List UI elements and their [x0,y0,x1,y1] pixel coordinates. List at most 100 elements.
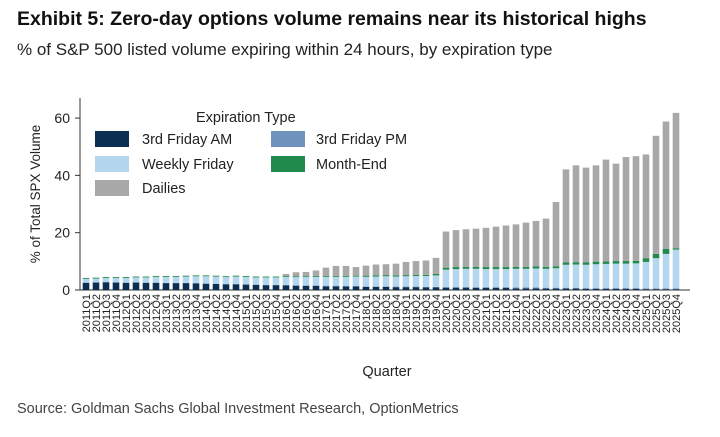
y-tick-label: 40 [54,167,70,183]
bar-third-friday-am [582,288,590,290]
bar-dailies [502,225,510,268]
bar-third-friday-am [522,288,530,290]
bar-third-friday-am [472,287,480,290]
bar-weekly-friday [282,276,290,285]
bar-month-end [382,275,390,277]
bar-third-friday-pm [642,288,650,290]
x-tick-label: 2016Q4 [311,294,323,333]
bar-month-end [642,258,650,262]
bar-weekly-friday [212,276,220,284]
bar-third-friday-pm [622,287,630,289]
bar-weekly-friday [172,276,180,283]
legend-label-third-friday-am: 3rd Friday AM [142,132,232,148]
bar-month-end [652,253,660,259]
bar-dailies [552,202,560,267]
x-tick-label: 2025Q1 [641,294,653,333]
bar-month-end [672,248,680,250]
legend-label-weekly-friday: Weekly Friday [142,157,234,173]
x-tick-label: 2013Q2 [171,294,183,333]
bar-month-end [312,275,320,277]
bar-third-friday-pm [432,286,440,288]
bar-weekly-friday [602,263,610,288]
x-tick-label: 2024Q1 [601,294,613,333]
bar-weekly-friday [532,268,540,288]
bar-weekly-friday [462,268,470,287]
bar-dailies [282,273,290,276]
bar-dailies [612,163,620,262]
bar-third-friday-am [642,289,650,290]
x-tick-label: 2017Q2 [331,294,343,333]
bar-dailies [472,228,480,267]
x-tick-label: 2012Q1 [121,294,133,333]
bar-third-friday-am [602,288,610,290]
bar-third-friday-pm [352,285,360,287]
legend-swatch-dailies [95,180,129,196]
bar-month-end [562,262,570,265]
bar-month-end [632,260,640,264]
bar-weekly-friday [672,249,680,289]
x-tick-label: 2020Q4 [471,294,483,333]
bar-weekly-friday [632,263,640,288]
x-tick-label: 2021Q4 [511,294,523,333]
bar-weekly-friday [572,264,580,288]
x-tick-label: 2018Q1 [361,294,373,333]
bar-dailies [532,220,540,267]
bar-third-friday-am [332,286,340,290]
bar-third-friday-am [312,285,320,290]
bar-month-end [242,275,250,277]
x-tick-label: 2014Q1 [201,294,213,333]
x-tick-label: 2018Q4 [391,294,403,333]
bar-month-end [592,261,600,265]
bar-third-friday-pm [522,287,530,289]
x-tick-label: 2011Q3 [101,294,113,332]
bar-third-friday-am [102,282,110,290]
y-tick-label: 60 [54,110,70,126]
source-note: Source: Goldman Sachs Global Investment … [17,401,459,417]
bar-third-friday-pm [392,286,400,288]
bar-third-friday-pm [492,287,500,288]
x-tick-label: 2020Q3 [461,294,473,333]
bar-month-end [402,275,410,277]
bar-month-end [492,267,500,270]
bar-month-end [222,276,230,278]
bar-third-friday-am [212,283,220,290]
bar-third-friday-am [652,289,660,290]
bar-third-friday-pm [312,285,320,286]
x-tick-label: 2011Q1 [81,294,93,332]
bar-month-end [432,273,440,276]
x-tick-label: 2014Q4 [231,294,243,333]
bar-month-end [512,266,520,269]
bar-month-end [412,274,420,276]
x-axis-label: Quarter [362,364,411,380]
bar-dailies [672,112,680,249]
bar-third-friday-am [172,283,180,290]
bar-weekly-friday [392,276,400,287]
bar-third-friday-pm [672,288,680,290]
bar-month-end [152,275,160,277]
x-tick-label: 2012Q4 [151,294,163,333]
bar-month-end [272,276,280,278]
bar-month-end [502,267,510,270]
bar-third-friday-am [392,287,400,290]
bar-weekly-friday [312,276,320,286]
chart-title: Exhibit 5: Zero-day options volume remai… [17,8,647,30]
bar-dailies [352,267,360,276]
y-tick-label: 20 [54,225,70,241]
x-tick-label: 2011Q2 [91,294,103,332]
bar-third-friday-pm [532,287,540,289]
bar-dailies [572,165,580,263]
legend-label-third-friday-pm: 3rd Friday PM [316,132,407,148]
x-tick-label: 2019Q1 [401,294,413,333]
bar-month-end [582,262,590,265]
bar-month-end [252,276,260,278]
bar-dailies [302,271,310,277]
bar-month-end [482,267,490,270]
bar-month-end [612,261,620,264]
bar-dailies [522,222,530,267]
bar-third-friday-pm [632,287,640,289]
bar-weekly-friday [322,276,330,286]
bar-third-friday-am [152,282,160,290]
bar-third-friday-am [492,287,500,290]
bar-third-friday-pm [512,287,520,289]
bar-weekly-friday [182,276,190,283]
